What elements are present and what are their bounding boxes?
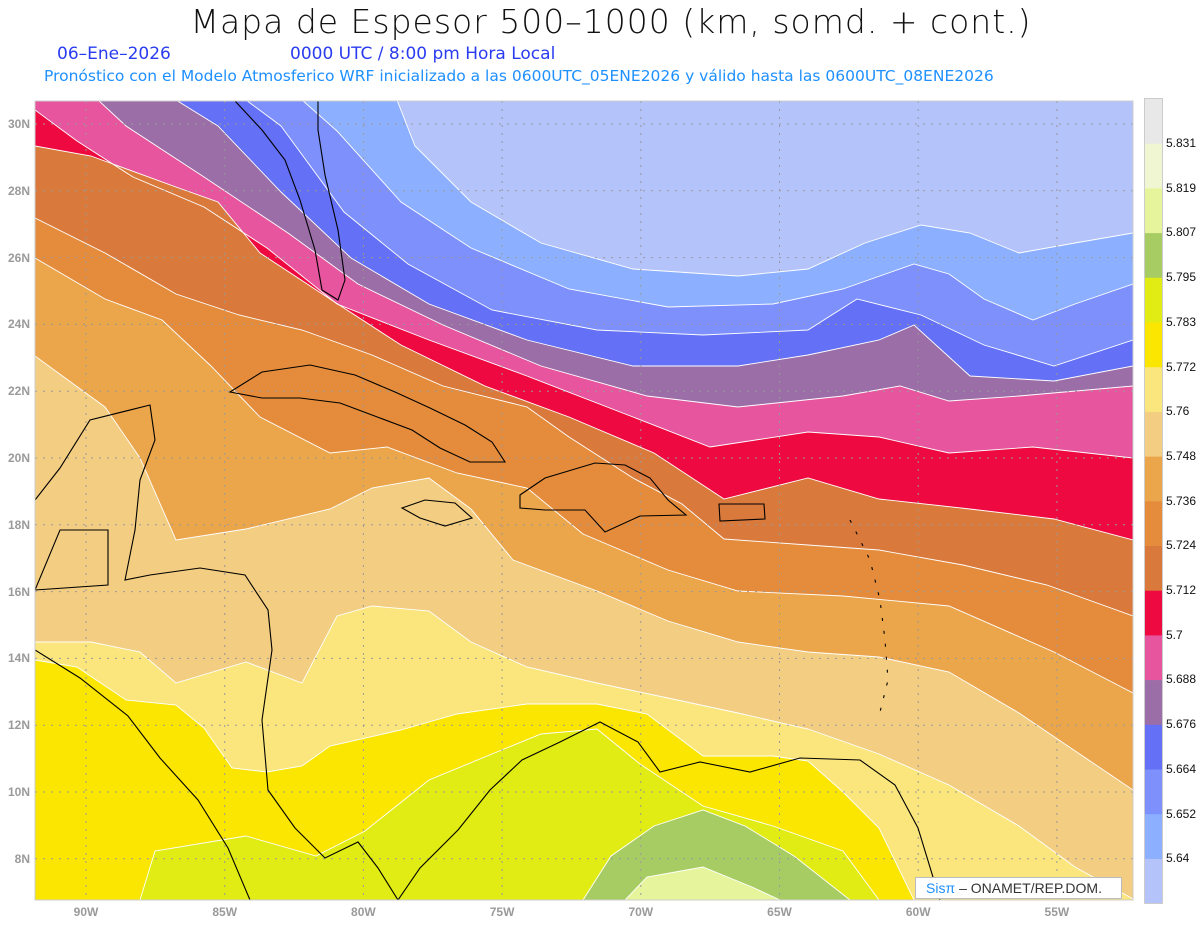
- contour-line: [176, 101, 1133, 382]
- lon-label: 65W: [767, 905, 792, 919]
- colorbar-label: 5.795: [1166, 270, 1197, 285]
- lat-label: 12N: [7, 718, 30, 733]
- map-title: Mapa de Espesor 500–1000 (km, somd. + co…: [190, 2, 1032, 41]
- colorbar-bin: [1145, 680, 1162, 726]
- colorbar-bin: [1145, 769, 1162, 815]
- lat-label: 28N: [7, 183, 30, 198]
- coastline-yucatan-border: [35, 529, 109, 591]
- coastline-puerto-rico: [718, 503, 766, 522]
- colorbar-bin: [1145, 814, 1162, 860]
- contour-line: [302, 101, 1133, 321]
- colorbar-bin: [1145, 233, 1162, 279]
- lat-label: 10N: [7, 785, 30, 799]
- colorbar-label: 5.688: [1166, 672, 1197, 687]
- forecast-time: 0000 UTC / 8:00 pm Hora Local: [290, 44, 556, 64]
- colorbar-bin: [1145, 143, 1162, 189]
- lat-label: 14N: [7, 651, 30, 666]
- contour-line: [624, 866, 781, 900]
- colorbar-bin: [1145, 858, 1162, 904]
- contour-line: [35, 605, 1133, 900]
- lat-label: 20N: [7, 451, 30, 465]
- colorbar-label: 5.676: [1166, 717, 1197, 732]
- thickness-band: [625, 867, 780, 900]
- coastline-hispaniola: [519, 462, 688, 533]
- thickness-fill-bands: [35, 101, 1133, 900]
- contour-line: [582, 809, 851, 900]
- colorbar-bin: [1145, 322, 1162, 368]
- lat-label: 16N: [7, 584, 30, 599]
- sispi-logo: Sisπ: [926, 880, 956, 896]
- colorbar-label: 5.736: [1166, 493, 1197, 508]
- contour-line: [98, 101, 1133, 408]
- colorbar-label: 5.783: [1166, 314, 1197, 329]
- lon-label: 90W: [73, 905, 99, 919]
- coastlines: [35, 101, 941, 900]
- credit-text: – ONAMET/REP.DOM.: [959, 880, 1102, 896]
- forecast-date: 06–Ene–2026: [57, 44, 171, 64]
- colorbar-bin: [1145, 724, 1162, 770]
- lon-label: 70W: [628, 905, 654, 919]
- contour-line: [35, 109, 1133, 459]
- lon-label: 60W: [905, 905, 931, 919]
- lat-label: 30N: [7, 117, 30, 131]
- colorbar-bin: [1145, 501, 1162, 547]
- colorbar-label: 5.664: [1166, 761, 1197, 776]
- map-frame: [34, 100, 1134, 901]
- colorbar-label: 5.712: [1166, 583, 1197, 597]
- coastline-cuba: [228, 364, 507, 463]
- contour-line: [246, 101, 1133, 367]
- credit-box: Sisπ – ONAMET/REP.DOM.: [915, 877, 1122, 899]
- contour-line: [35, 257, 1133, 694]
- colorbar-label: 5.724: [1166, 538, 1197, 553]
- colorbar-label: 5.76: [1166, 404, 1190, 419]
- contour-line: [396, 101, 1133, 277]
- colorbar-bin: [1145, 635, 1162, 681]
- colorbar-bin: [1145, 188, 1162, 234]
- contour-line: [35, 145, 1133, 541]
- colorbar-bin: [1145, 546, 1162, 591]
- colorbar-bin: [1145, 99, 1162, 144]
- colorbar-label: 5.7: [1166, 627, 1183, 642]
- colorbar-label: 5.831: [1166, 136, 1197, 150]
- coastline-pacific: [35, 649, 251, 900]
- contour-line: [35, 659, 915, 900]
- lat-label: 18N: [7, 517, 30, 532]
- coastline-florida: [234, 101, 346, 301]
- thickness-contours: [35, 101, 1133, 900]
- colorbar-bin: [1145, 590, 1162, 636]
- lat-label: 22N: [7, 384, 30, 399]
- colorbar-bin: [1145, 411, 1162, 457]
- coastline-south-america: [397, 721, 941, 900]
- colorbar: [1144, 98, 1163, 904]
- coastline-lesser-antilles: [849, 519, 889, 721]
- colorbar-label: 5.807: [1166, 225, 1197, 240]
- lon-label: 80W: [351, 905, 376, 919]
- lat-label: 8N: [14, 851, 30, 866]
- lat-label: 26N: [7, 250, 30, 265]
- colorbar-bin: [1145, 367, 1162, 413]
- coastline-jamaica: [400, 499, 474, 527]
- lat-label: 24N: [7, 317, 30, 332]
- colorbar-label: 5.64: [1166, 851, 1190, 866]
- contour-line: [139, 728, 880, 900]
- colorbar-label: 5.819: [1166, 180, 1197, 195]
- colorbar-bin: [1145, 456, 1162, 502]
- contour-line: [35, 217, 1133, 617]
- coastline-central-america: [35, 404, 399, 900]
- lat-lon-grid: [35, 101, 1133, 900]
- lon-label: 55W: [1044, 905, 1070, 919]
- colorbar-label: 5.652: [1166, 806, 1197, 821]
- contour-line: [35, 355, 1133, 791]
- model-subtitle: Pronóstico con el Modelo Atmosferico WRF…: [44, 67, 994, 85]
- lon-label: 85W: [212, 905, 238, 919]
- lon-label: 75W: [489, 905, 515, 919]
- colorbar-label: 5.772: [1166, 359, 1197, 374]
- colorbar-label: 5.748: [1166, 448, 1197, 463]
- colorbar-bin: [1145, 277, 1162, 323]
